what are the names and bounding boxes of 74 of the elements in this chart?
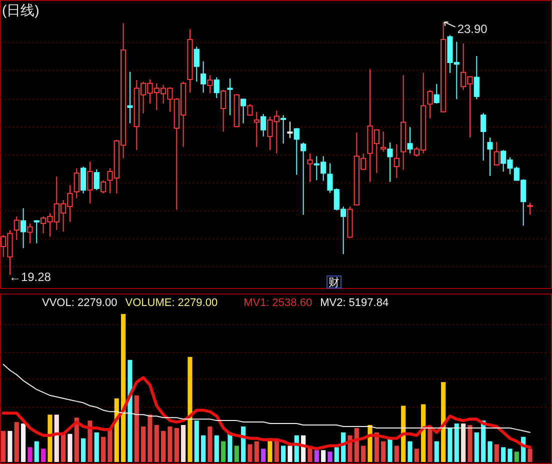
bar <box>394 446 399 462</box>
annotation: ←19.28 <box>8 270 52 284</box>
bar <box>8 430 12 462</box>
bar <box>334 447 339 462</box>
bar <box>328 452 332 462</box>
bar <box>408 441 412 462</box>
bar <box>494 444 499 462</box>
bar <box>474 432 479 462</box>
bar <box>14 422 19 462</box>
bar <box>441 382 446 462</box>
bar <box>168 426 172 462</box>
text: 财 <box>328 276 340 289</box>
bar <box>508 448 512 462</box>
bar <box>228 432 232 462</box>
chart-title: (日线) <box>2 2 40 18</box>
bar <box>434 441 439 462</box>
bar <box>48 414 52 462</box>
bar <box>321 450 326 462</box>
bar <box>134 395 139 462</box>
bar <box>488 441 492 462</box>
bar <box>1 430 6 462</box>
bar <box>41 448 46 462</box>
bar <box>254 441 259 462</box>
bar <box>288 446 292 462</box>
bar <box>121 314 126 462</box>
bar <box>68 434 72 462</box>
bar <box>261 448 266 462</box>
bar <box>154 425 159 462</box>
bar <box>381 441 386 462</box>
bar <box>528 448 532 462</box>
text: VOLUME: 2279.00 <box>125 297 218 309</box>
bar <box>428 426 432 462</box>
bar <box>194 420 199 462</box>
bar <box>361 446 366 462</box>
bar <box>94 432 99 462</box>
bar <box>468 425 472 462</box>
text: MV1: 2538.60 <box>244 297 312 309</box>
bar <box>21 424 26 462</box>
bar <box>221 441 226 462</box>
bar <box>461 424 466 462</box>
bar <box>314 450 319 462</box>
bar <box>248 444 252 462</box>
bar <box>161 430 166 462</box>
bar <box>514 452 519 462</box>
bar <box>188 356 192 462</box>
bar <box>181 425 186 462</box>
text: VVOL: 2279.00 <box>42 297 118 309</box>
bar <box>414 448 419 462</box>
bar <box>448 428 452 462</box>
bar <box>401 406 406 462</box>
bar <box>454 424 459 462</box>
bar <box>501 447 506 462</box>
bar <box>108 428 112 462</box>
bar <box>201 435 206 462</box>
bar <box>28 447 32 462</box>
bar <box>81 438 86 462</box>
bar <box>208 426 212 462</box>
bar <box>214 435 219 462</box>
annotation: 23.90 <box>457 22 488 36</box>
text: MV2: 5197.84 <box>320 297 389 309</box>
bar <box>234 446 239 462</box>
bar <box>388 438 392 462</box>
bar <box>54 414 59 462</box>
bar <box>128 360 132 462</box>
bar <box>88 420 92 462</box>
bar <box>61 434 66 462</box>
bar <box>74 418 79 462</box>
bar <box>148 414 152 462</box>
bar <box>174 428 179 462</box>
bar <box>34 441 39 462</box>
bar <box>281 446 286 462</box>
bar <box>141 426 146 462</box>
bar <box>101 436 106 462</box>
bar <box>421 404 426 462</box>
